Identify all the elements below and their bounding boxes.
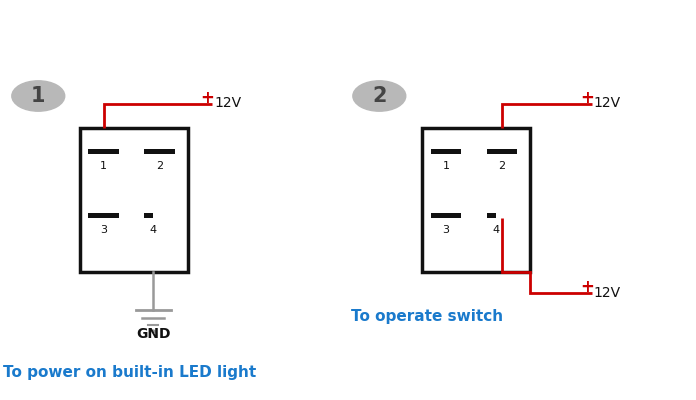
Text: +: + bbox=[580, 278, 594, 296]
Bar bbox=[431, 213, 461, 218]
Text: +: + bbox=[200, 89, 214, 107]
Text: 12V: 12V bbox=[594, 286, 621, 300]
Bar bbox=[487, 149, 517, 154]
Text: 1: 1 bbox=[31, 86, 45, 106]
Text: 3: 3 bbox=[443, 225, 450, 235]
Text: 1: 1 bbox=[100, 161, 107, 171]
Text: 2: 2 bbox=[498, 161, 505, 171]
Bar bbox=[431, 149, 461, 154]
Circle shape bbox=[353, 81, 406, 111]
Text: 4: 4 bbox=[492, 225, 499, 235]
Bar bbox=[88, 149, 119, 154]
Bar bbox=[422, 128, 530, 272]
Bar bbox=[144, 213, 153, 218]
Text: 1: 1 bbox=[443, 161, 450, 171]
Text: 4: 4 bbox=[150, 225, 157, 235]
Text: 12V: 12V bbox=[594, 96, 621, 110]
Text: To operate switch: To operate switch bbox=[351, 308, 504, 324]
Text: 2: 2 bbox=[156, 161, 163, 171]
Text: To power on built-in LED light: To power on built-in LED light bbox=[3, 364, 257, 380]
Bar bbox=[88, 213, 119, 218]
Text: +: + bbox=[580, 89, 594, 107]
Bar bbox=[144, 149, 175, 154]
Text: 2: 2 bbox=[372, 86, 386, 106]
Text: GND: GND bbox=[136, 327, 171, 341]
Bar bbox=[80, 128, 188, 272]
Circle shape bbox=[12, 81, 65, 111]
Text: 3: 3 bbox=[100, 225, 107, 235]
Text: 12V: 12V bbox=[214, 96, 242, 110]
Bar bbox=[487, 213, 496, 218]
